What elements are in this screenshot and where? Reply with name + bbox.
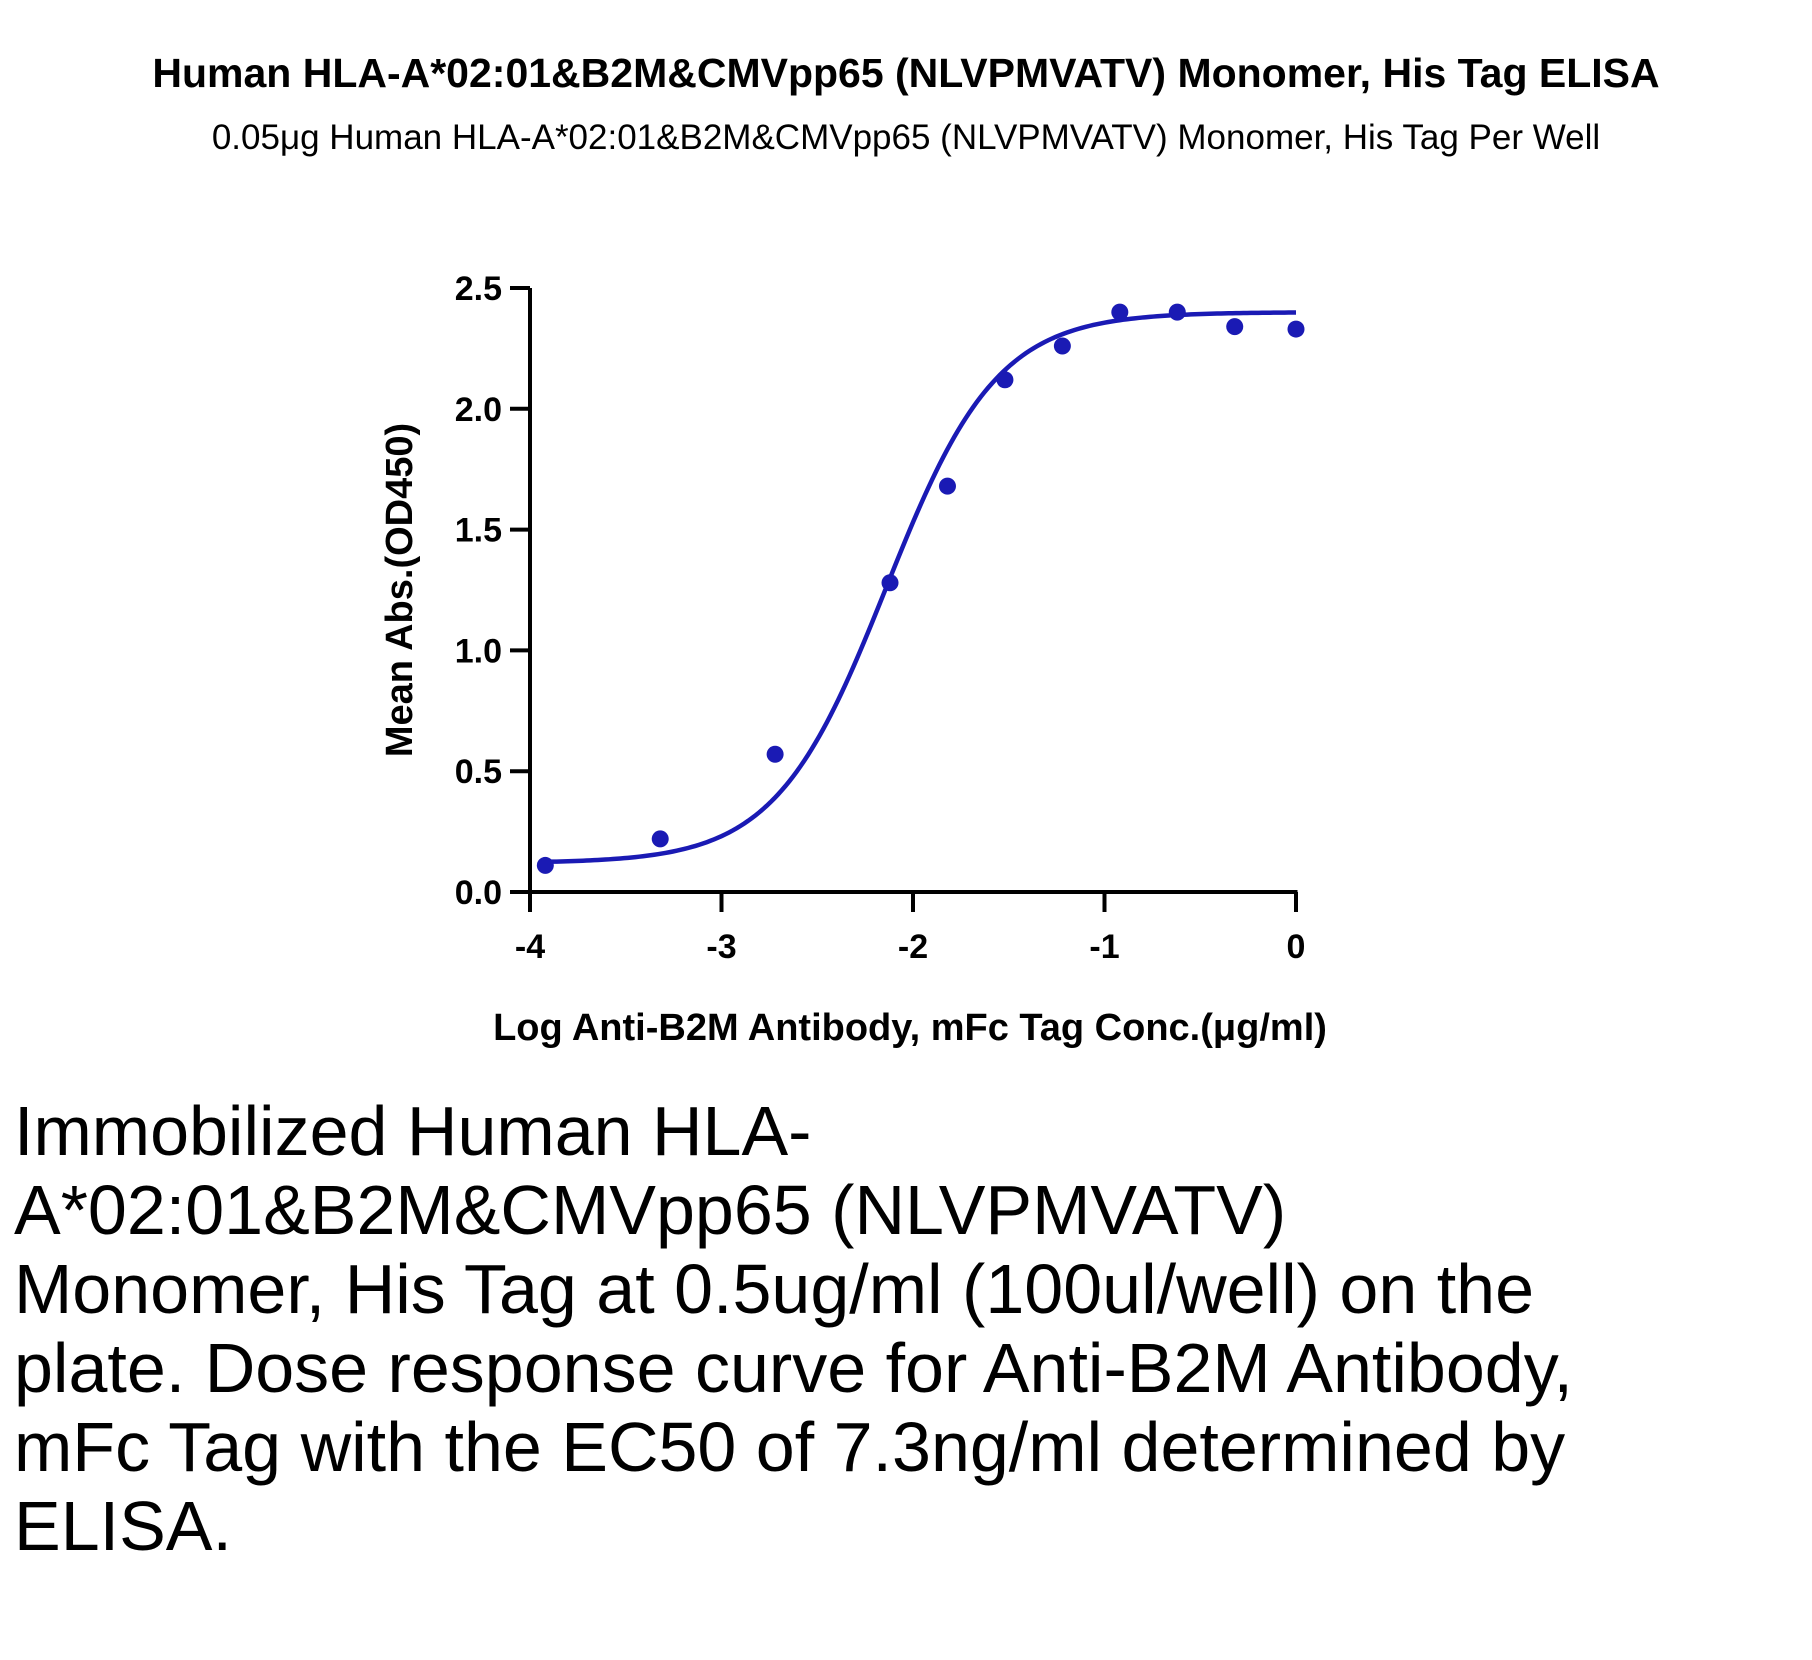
data-point xyxy=(881,574,899,592)
y-tick-label: 0.0 xyxy=(455,874,502,912)
figure-caption: Immobilized Human HLA-A*02:01&B2M&CMVpp6… xyxy=(14,1092,1573,1565)
data-point xyxy=(938,477,956,495)
y-axis-label: Mean Abs.(OD450) xyxy=(379,423,421,757)
fit-curve xyxy=(545,310,1297,865)
y-tick-label: 1.5 xyxy=(455,512,502,550)
data-point xyxy=(766,745,784,763)
data-point xyxy=(536,856,554,874)
chart-subtitle: 0.05μg Human HLA-A*02:01&B2M&CMVpp65 (NL… xyxy=(211,118,1601,157)
x-tick-label: -3 xyxy=(706,928,736,966)
y-tick-label: 1.0 xyxy=(455,632,502,670)
data-point xyxy=(1111,303,1129,321)
x-tick-label: -1 xyxy=(1089,928,1119,966)
x-axis-label: Log Anti-B2M Antibody, mFc Tag Conc.(μg/… xyxy=(493,1007,1327,1049)
y-tick-label: 2.5 xyxy=(455,270,502,308)
fit-curve-layer xyxy=(545,310,1297,865)
x-tick-label: 0 xyxy=(1287,928,1306,966)
chart-title: Human HLA-A*02:01&B2M&CMVpp65 (NLVPMVATV… xyxy=(152,50,1660,96)
data-points-layer xyxy=(536,303,1305,874)
data-point xyxy=(1168,303,1186,321)
chart-axes: 0.0 0.5 1.0 1.5 2.0 2.5 -4 -3 -2 -1 0 xyxy=(455,270,1306,966)
x-tick-label: -2 xyxy=(898,928,928,966)
data-point xyxy=(996,371,1014,389)
x-tick-label: -4 xyxy=(515,928,545,966)
elisa-chart: 0.0 0.5 1.0 1.5 2.0 2.5 -4 -3 -2 -1 0 Mean Abs.(OD… xyxy=(379,270,1327,1049)
y-tick-label: 2.0 xyxy=(455,391,502,429)
data-point xyxy=(1053,337,1071,355)
data-point xyxy=(1287,320,1305,338)
data-point xyxy=(651,830,669,848)
data-point xyxy=(1226,318,1244,336)
y-tick-label: 0.5 xyxy=(455,753,502,791)
